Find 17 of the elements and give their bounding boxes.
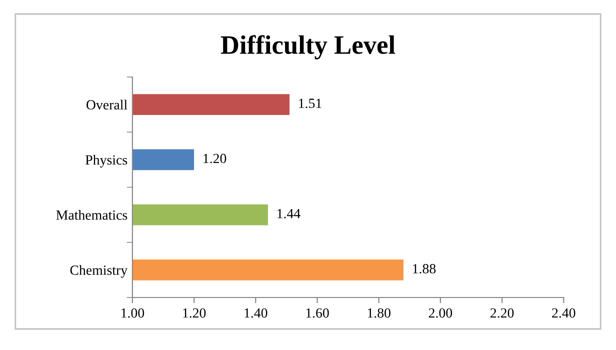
x-tick-label: 1.00 bbox=[122, 308, 144, 318]
y-tick-label: Mathematics bbox=[56, 210, 128, 220]
y-tick-label: Chemistry bbox=[70, 265, 128, 278]
data-label: 1.44 bbox=[278, 208, 300, 218]
x-tick-label: 2.20 bbox=[490, 308, 514, 318]
data-label: 1.20 bbox=[204, 154, 226, 164]
x-tick-label: 1.20 bbox=[183, 308, 206, 318]
x-tick-label: 2.40 bbox=[552, 308, 576, 318]
y-tick-label: Physics bbox=[86, 154, 128, 168]
x-tick-label: 2.00 bbox=[428, 308, 452, 318]
chart-title: Difficulty Level bbox=[220, 35, 396, 60]
data-label: 1.88 bbox=[413, 264, 436, 274]
x-tick-label: 1.80 bbox=[368, 308, 390, 318]
y-tick-label: Overall bbox=[86, 100, 128, 110]
x-tick-label: 1.60 bbox=[306, 308, 329, 318]
x-tick-label: 1.40 bbox=[244, 308, 268, 318]
data-label: 1.51 bbox=[299, 98, 322, 108]
